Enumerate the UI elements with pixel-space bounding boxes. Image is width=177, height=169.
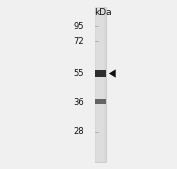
Text: 55: 55 — [74, 69, 84, 78]
Text: kDa: kDa — [94, 8, 112, 17]
Text: 36: 36 — [73, 98, 84, 107]
Text: 72: 72 — [73, 37, 84, 46]
Text: 95: 95 — [74, 22, 84, 31]
Polygon shape — [109, 69, 116, 78]
Bar — [95, 70, 106, 77]
Bar — [95, 7, 104, 162]
Bar — [95, 99, 106, 104]
Text: 28: 28 — [73, 127, 84, 136]
Bar — [95, 7, 106, 162]
